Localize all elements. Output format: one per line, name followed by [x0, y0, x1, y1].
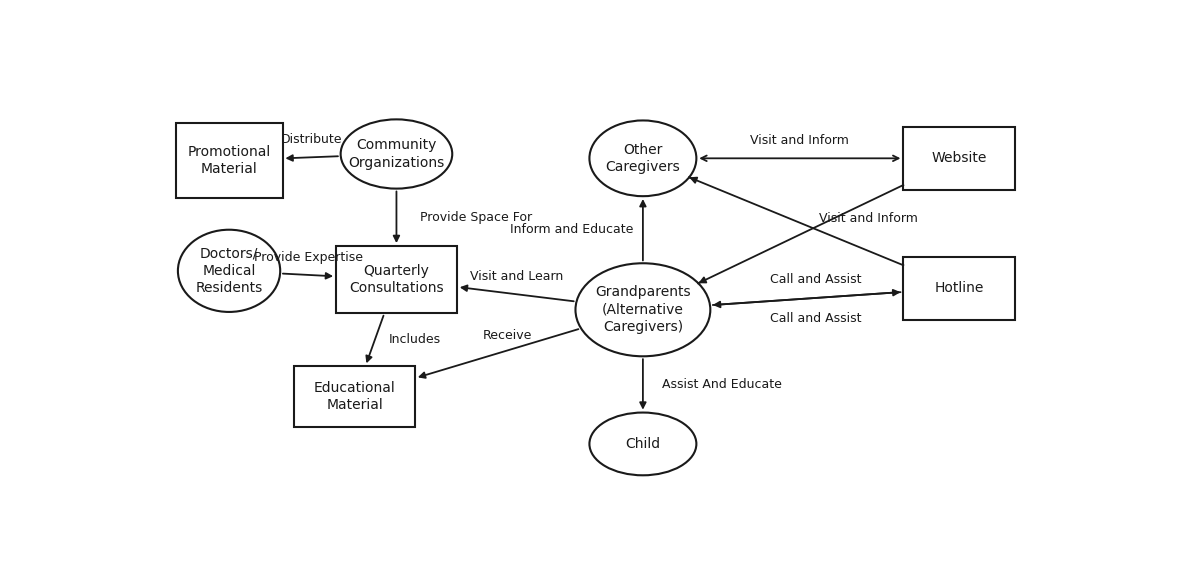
- Text: Quarterly
Consultations: Quarterly Consultations: [349, 264, 444, 295]
- Text: Visit and Inform: Visit and Inform: [750, 134, 850, 147]
- Text: Assist And Educate: Assist And Educate: [661, 378, 781, 391]
- Text: Doctors/
Medical
Residents: Doctors/ Medical Residents: [196, 247, 263, 295]
- Text: Promotional
Material: Promotional Material: [187, 145, 271, 176]
- Text: Inform and Educate: Inform and Educate: [510, 223, 634, 236]
- Text: Provide Expertise: Provide Expertise: [253, 251, 362, 264]
- Text: Grandparents
(Alternative
Caregivers): Grandparents (Alternative Caregivers): [595, 285, 691, 334]
- Text: Visit and Inform: Visit and Inform: [820, 212, 918, 225]
- Text: Educational
Material: Educational Material: [313, 380, 396, 412]
- Text: Other
Caregivers: Other Caregivers: [606, 143, 680, 174]
- Text: Receive: Receive: [482, 329, 532, 342]
- Text: Hotline: Hotline: [935, 281, 984, 295]
- Text: Call and Assist: Call and Assist: [770, 311, 862, 324]
- Text: Distribute: Distribute: [281, 133, 342, 147]
- Text: Child: Child: [625, 437, 660, 451]
- Text: Provide Space For: Provide Space For: [420, 211, 532, 224]
- Text: Website: Website: [931, 151, 986, 165]
- Text: Visit and Learn: Visit and Learn: [470, 270, 563, 283]
- Text: Community
Organizations: Community Organizations: [348, 138, 444, 170]
- Text: Includes: Includes: [389, 333, 442, 346]
- Text: Call and Assist: Call and Assist: [770, 273, 862, 285]
